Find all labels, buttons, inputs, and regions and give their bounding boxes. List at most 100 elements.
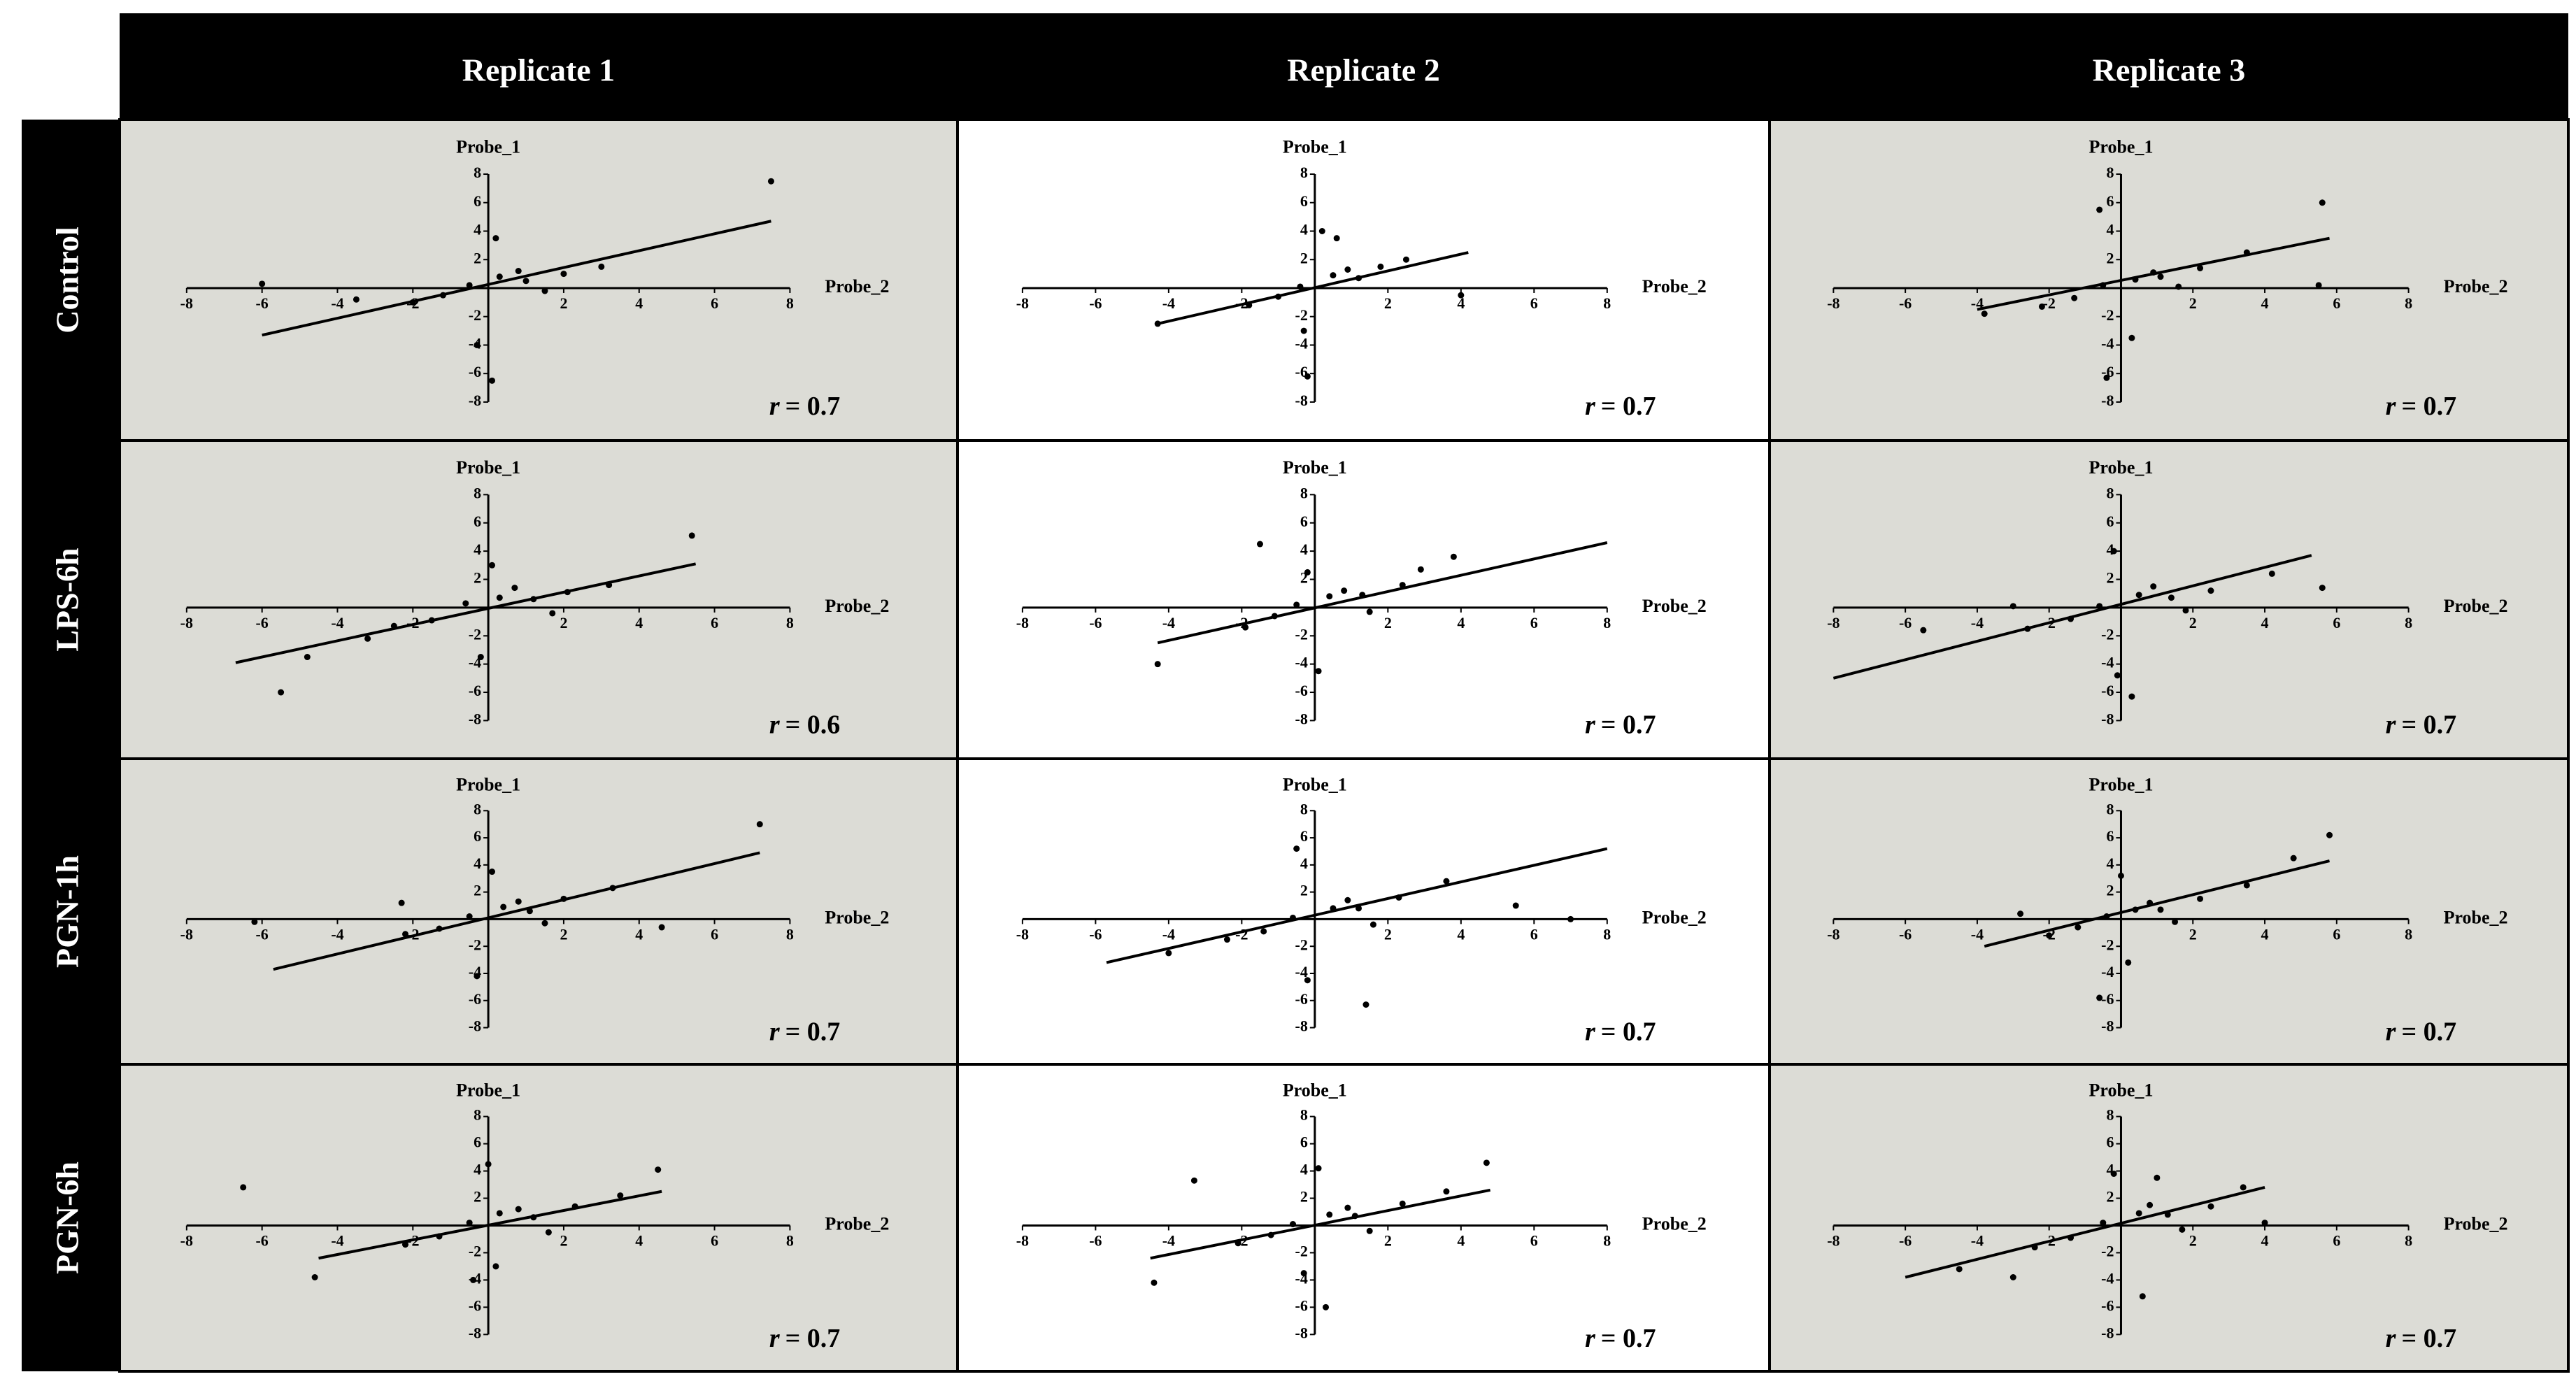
x-tick-label: 6: [1530, 1232, 1538, 1250]
y-tick-label: -6: [469, 682, 481, 699]
y-tick-label: -4: [2101, 963, 2114, 980]
x-axis-label: Probe_2: [1642, 276, 1707, 297]
y-tick-label: 4: [474, 541, 481, 558]
correlation-value: = 0.7: [785, 1324, 841, 1353]
y-tick-label: -2: [1295, 936, 1308, 953]
panel-background: [1768, 118, 2570, 442]
point: [1304, 977, 1311, 984]
y-tick-label: -6: [469, 363, 481, 380]
panel-background: [1768, 1063, 2570, 1373]
correlation-symbol: r: [2386, 710, 2397, 739]
x-tick-label: 6: [2333, 614, 2340, 631]
point: [1304, 373, 1311, 380]
x-tick-label: -8: [180, 294, 193, 312]
point: [2125, 959, 2132, 966]
y-tick-label: 2: [474, 569, 481, 587]
point: [560, 271, 567, 278]
x-tick-label: -6: [1899, 925, 1912, 943]
point: [2182, 607, 2189, 614]
fit-line: [1106, 847, 1608, 964]
fit-line: [1833, 554, 2312, 680]
y-tick-label: -6: [2101, 990, 2114, 1008]
point: [2197, 895, 2204, 902]
point: [1366, 608, 1373, 615]
x-tick-label: 2: [560, 925, 567, 943]
correlation-value: = 0.7: [2401, 710, 2456, 739]
y-axis-label: Probe_1: [2089, 136, 2154, 157]
x-tick-label: -8: [180, 614, 193, 631]
point: [2207, 1203, 2214, 1210]
point: [311, 1274, 318, 1281]
y-tick-label: -2: [2101, 625, 2114, 643]
y-tick-label: 6: [1300, 192, 1308, 210]
x-tick-label: -2: [406, 925, 419, 943]
y-tick-label: 8: [474, 800, 481, 817]
y-tick-label: -8: [469, 1017, 481, 1035]
y-tick-label: -4: [2101, 654, 2114, 671]
point: [2261, 1220, 2268, 1227]
point: [617, 1192, 624, 1199]
x-tick-label: -8: [1016, 1232, 1029, 1250]
point: [515, 268, 522, 275]
y-tick-label: -8: [1295, 1017, 1308, 1035]
point: [2009, 1274, 2016, 1281]
point: [655, 1166, 662, 1173]
point: [2240, 1184, 2247, 1191]
x-tick-label: 4: [635, 614, 643, 631]
point: [2207, 587, 2214, 594]
point: [1344, 1204, 1351, 1211]
y-tick-label: 4: [1300, 1161, 1308, 1178]
x-tick-label: 6: [711, 1232, 718, 1250]
x-tick-label: 2: [1384, 614, 1392, 631]
correlation-symbol: r: [1585, 1324, 1596, 1353]
y-tick-label: 6: [1300, 1134, 1308, 1151]
x-tick-label: -6: [1899, 1232, 1912, 1250]
point: [466, 1220, 473, 1227]
row-label: LPS-6h: [50, 548, 85, 651]
point: [470, 1276, 477, 1283]
y-tick-label: -2: [2101, 936, 2114, 953]
point: [1458, 292, 1465, 299]
point: [2179, 1226, 2186, 1233]
y-axis-label: Probe_1: [456, 1080, 520, 1100]
y-tick-label: -4: [2101, 334, 2114, 352]
column-header: Replicate 2: [1287, 52, 1439, 88]
correlation-symbol: r: [2386, 392, 2397, 421]
y-tick-label: 6: [474, 827, 481, 845]
point: [364, 635, 371, 642]
point: [2096, 994, 2103, 1001]
correlation-symbol: r: [1585, 710, 1596, 739]
y-axis-label: Probe_1: [456, 457, 520, 478]
point: [398, 899, 405, 906]
point: [2128, 693, 2135, 700]
point: [2096, 206, 2103, 213]
point: [545, 1229, 552, 1236]
y-tick-label: 4: [2106, 221, 2114, 238]
correlation-value: = 0.7: [1601, 1017, 1656, 1046]
x-tick-label: 6: [711, 925, 718, 943]
x-axis-label: Probe_2: [2444, 907, 2508, 927]
correlation-label: r = 0.7: [1585, 710, 1656, 739]
x-axis-label: Probe_2: [2444, 596, 2508, 616]
x-tick-label: -4: [331, 925, 343, 943]
x-tick-label: 6: [711, 294, 718, 312]
x-tick-label: -4: [1971, 1232, 1984, 1250]
point: [2147, 1201, 2154, 1208]
row-label: Control: [50, 227, 85, 334]
point: [1417, 566, 1424, 573]
point: [278, 689, 285, 696]
x-tick-label: -6: [255, 294, 268, 312]
fit-line: [1984, 859, 2331, 948]
row-label-bar: [22, 120, 120, 1371]
point: [489, 377, 496, 384]
x-tick-label: 4: [2261, 1232, 2269, 1250]
point: [2315, 282, 2322, 289]
panel-background: [118, 439, 959, 760]
y-tick-label: 2: [2106, 569, 2114, 587]
fit-line: [235, 562, 697, 664]
y-tick-label: -8: [2101, 392, 2114, 409]
x-tick-label: 4: [1457, 614, 1465, 631]
point: [485, 1161, 492, 1168]
y-tick-label: 6: [2106, 513, 2114, 530]
point: [658, 924, 665, 931]
